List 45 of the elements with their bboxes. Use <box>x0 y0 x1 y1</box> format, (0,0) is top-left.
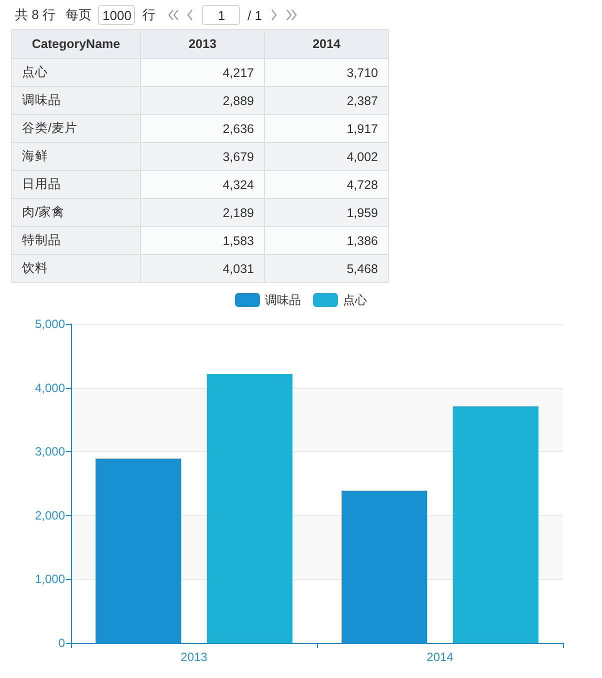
y-tick-label: 调味品 <box>12 86 140 114</box>
data-label: 5,468 <box>264 254 388 282</box>
y-tick-label: 特制品 <box>12 226 140 254</box>
input-field: 1 <box>202 5 240 25</box>
data-label: 1,959 <box>264 198 388 226</box>
text: 每页 <box>65 6 92 24</box>
y-tick-label: 海鲜 <box>12 142 140 170</box>
text: 行 <box>142 6 156 24</box>
text: / 1 <box>247 8 262 22</box>
legend-label: 点心 <box>343 293 367 307</box>
y-tick-label: 饮料 <box>12 254 140 282</box>
data-label: 4,031 <box>140 254 264 282</box>
data-label: 1,386 <box>264 226 388 254</box>
y-tick-label: 日用品 <box>12 170 140 198</box>
y-tick-label: 0 <box>58 636 66 650</box>
data-label: 1,583 <box>140 226 264 254</box>
data-label: 4,728 <box>264 170 388 198</box>
data-label: 2,189 <box>140 198 264 226</box>
data-label: 2,636 <box>140 114 264 142</box>
y-tick-label: 1,000 <box>34 572 66 586</box>
data-label: 1,917 <box>264 114 388 142</box>
data-label: 4,002 <box>264 142 388 170</box>
bar <box>206 374 292 643</box>
legend-label: 调味品 <box>265 293 301 307</box>
y-tick-label: 3,000 <box>34 444 66 459</box>
x-tick-label: 2014 <box>426 650 454 664</box>
y-tick-label: 4,000 <box>34 380 66 395</box>
y-axis-title: CategoryName <box>12 30 140 58</box>
y-tick-label: 5,000 <box>34 317 66 331</box>
y-tick-label: 2,000 <box>34 508 66 522</box>
bar <box>452 406 538 643</box>
text: 共 8 行 <box>15 6 56 24</box>
data-label: 4,324 <box>140 170 264 198</box>
data-label: 4,217 <box>140 58 264 86</box>
x-tick-label: 2014 <box>264 30 388 58</box>
input-field: 1000 <box>98 5 136 25</box>
data-label: 2,889 <box>140 86 264 114</box>
y-tick-label: 点心 <box>12 58 140 86</box>
data-label: 3,710 <box>264 58 388 86</box>
data-label: 2,387 <box>264 86 388 114</box>
x-tick-label: 2013 <box>140 30 264 58</box>
y-tick-label: 肉/家禽 <box>12 198 140 226</box>
y-tick-label: 谷类/麦片 <box>12 114 140 142</box>
x-tick-label: 2013 <box>180 650 208 664</box>
data-label: 3,679 <box>140 142 264 170</box>
